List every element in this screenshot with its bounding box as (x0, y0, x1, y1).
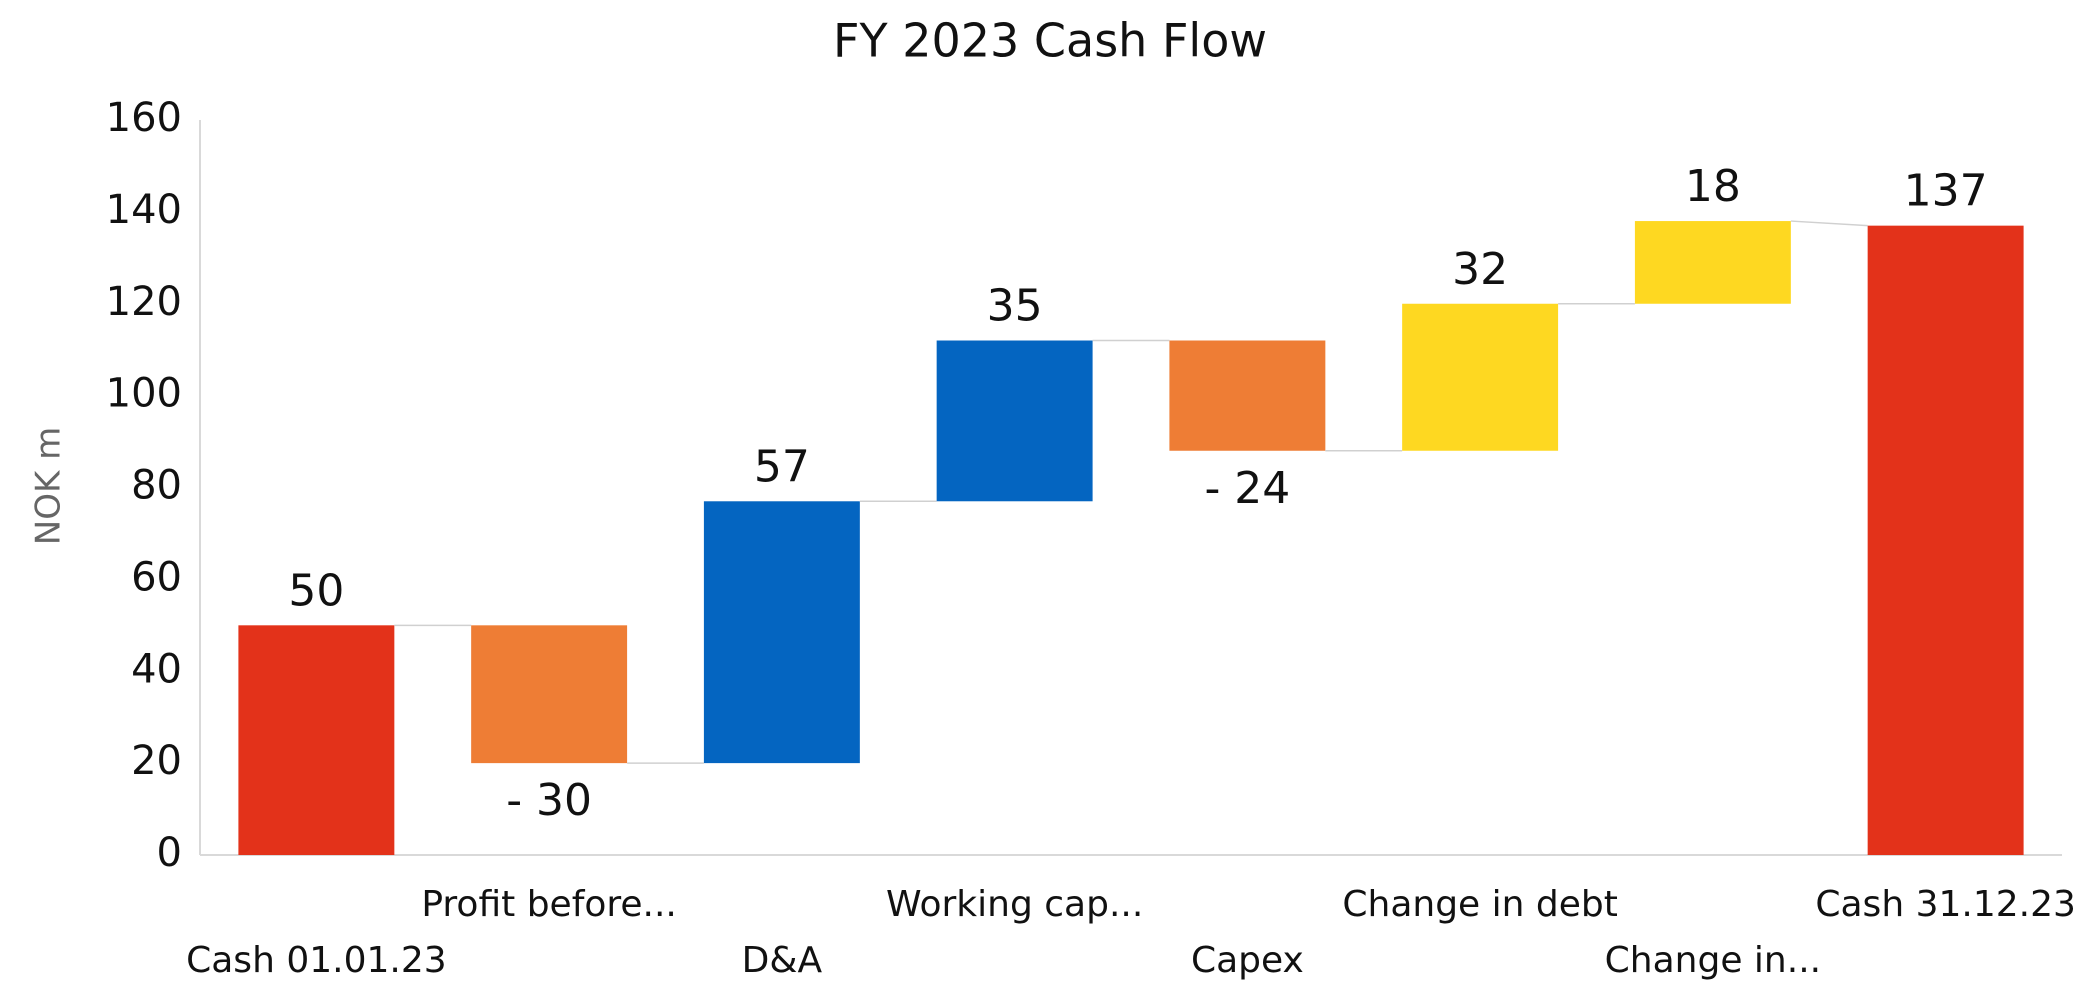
x-tick-label: Change in debt (1342, 884, 1618, 925)
value-label: - 24 (1204, 463, 1290, 514)
y-tick-label: 100 (106, 371, 182, 417)
bar (703, 501, 860, 764)
x-tick-label: Working cap... (886, 884, 1143, 925)
bar (1169, 340, 1326, 451)
bar (238, 625, 395, 855)
y-tick-label: 160 (106, 95, 182, 141)
value-label: 35 (987, 281, 1043, 332)
y-tick-label: 0 (157, 830, 182, 876)
x-tick-label: Cash 01.01.23 (186, 940, 447, 981)
bar (1867, 225, 2024, 855)
value-label: 57 (754, 441, 810, 492)
bar (1402, 303, 1559, 451)
y-tick-label: 120 (106, 279, 182, 325)
y-tick-label: 140 (106, 187, 182, 233)
y-tick-label: 40 (131, 646, 182, 692)
x-tick-label: Profit before... (421, 884, 677, 925)
value-label: 32 (1452, 244, 1508, 295)
y-tick-label: 60 (131, 554, 182, 600)
chart-title: FY 2023 Cash Flow (833, 14, 1267, 68)
bar (936, 340, 1093, 502)
value-label: - 30 (506, 775, 592, 826)
x-tick-label: D&A (742, 940, 823, 981)
connector (1790, 220, 1868, 227)
x-tick-label: Cash 31.12.23 (1815, 884, 2076, 925)
bar (471, 625, 628, 764)
value-label: 50 (288, 565, 344, 616)
x-tick-label: Capex (1191, 940, 1304, 981)
y-tick-label: 20 (131, 738, 182, 784)
bar (1634, 221, 1791, 304)
y-axis-label: NOK m (29, 427, 69, 545)
y-tick-label: 80 (131, 463, 182, 509)
x-tick-label: Change in... (1605, 940, 1821, 981)
value-label: 18 (1685, 161, 1741, 212)
value-label: 137 (1904, 166, 1988, 217)
